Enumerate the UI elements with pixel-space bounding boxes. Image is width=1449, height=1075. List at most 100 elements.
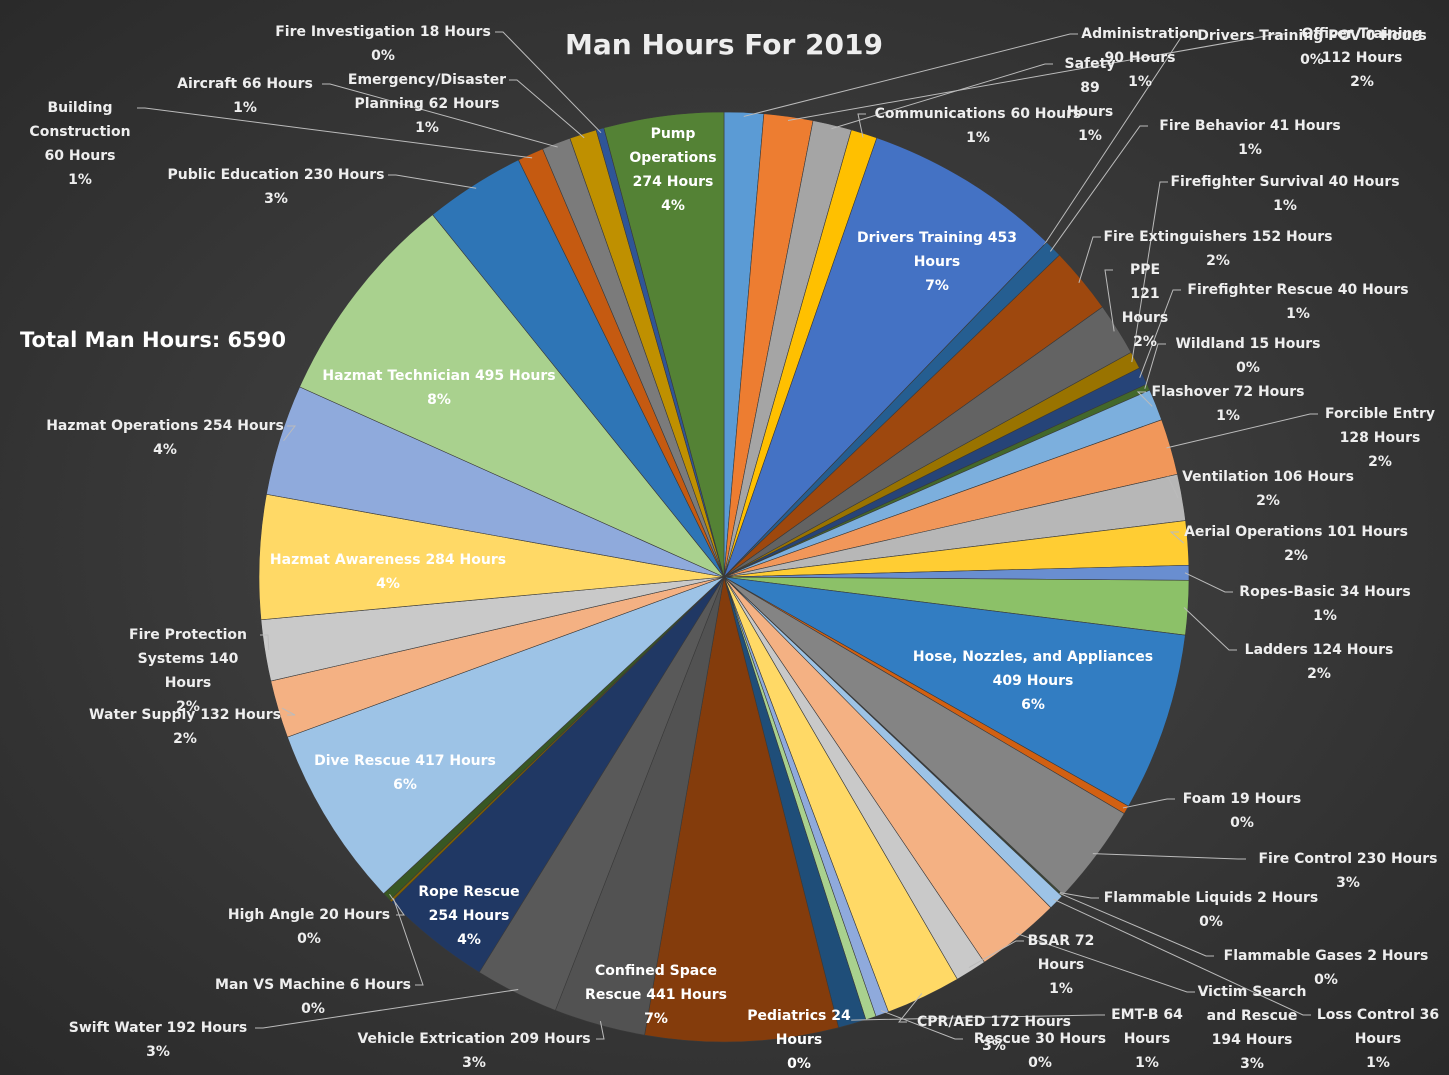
value-label: 0% (1314, 972, 1338, 988)
slice-label: Flammable Gases 2 Hours 0% (1216, 944, 1436, 992)
slice-label: High Angle 20 Hours 0% (224, 903, 394, 951)
value-label: 3% (462, 1055, 486, 1071)
category-label: Officer Training 112 Hours (1301, 26, 1423, 66)
category-label: Public Education 230 Hours (167, 167, 385, 183)
value-label: 4% (457, 932, 481, 948)
leader-line (1167, 476, 1179, 499)
category-label: Wildland 15 Hours (1175, 336, 1321, 352)
value-label: 2% (1256, 493, 1280, 509)
slice-label: Hazmat Awareness 284 Hours 4% (263, 548, 513, 596)
slice-label: Wildland 15 Hours 0% (1168, 332, 1328, 380)
value-label: 3% (146, 1044, 170, 1060)
category-label: Water Supply 132 Hours (89, 707, 281, 723)
category-label: Aircraft 66 Hours (177, 76, 313, 92)
pie-slice (299, 214, 725, 578)
leader-line (1136, 391, 1153, 407)
category-label: Pediatrics 24 Hours (747, 1008, 851, 1048)
slice-label: BSAR 72 Hours 1% (1026, 929, 1096, 1001)
leader-line (743, 33, 1078, 117)
category-label: Communications 60 Hours (874, 106, 1082, 122)
category-label: Drivers Training POV 0 Hours (1197, 28, 1427, 44)
category-label: Victim Search and Rescue 194 Hours (1197, 984, 1307, 1048)
leader-line (392, 898, 424, 986)
slice-label: Drivers Training 453 Hours 7% (852, 226, 1022, 298)
slice-label: Water Supply 132 Hours 2% (85, 703, 285, 751)
leader-line (281, 707, 296, 716)
leader-line (260, 634, 270, 650)
category-label: Foam 19 Hours (1182, 791, 1302, 807)
category-label: Hazmat Awareness 284 Hours (269, 552, 507, 568)
leader-line (1122, 798, 1175, 809)
category-label: Loss Control 36 Hours (1316, 1007, 1440, 1047)
category-label: Hose, Nozzles, and Appliances 409 Hours (912, 649, 1154, 689)
value-label: 1% (1216, 408, 1240, 424)
slice-label: Communications 60 Hours 1% (868, 102, 1088, 150)
value-label: 1% (1313, 608, 1337, 624)
value-label: 0% (301, 1001, 325, 1017)
value-label: 2% (1368, 454, 1392, 470)
category-label: Flammable Gases 2 Hours (1223, 948, 1429, 964)
category-label: Man VS Machine 6 Hours (215, 977, 411, 993)
category-label: Drivers Training 453 Hours (856, 230, 1018, 270)
category-label: Fire Behavior 41 Hours (1159, 118, 1341, 134)
slice-label: Firefighter Rescue 40 Hours 1% (1183, 278, 1413, 326)
value-label: 0% (1300, 52, 1324, 68)
category-label: Dive Rescue 417 Hours (314, 753, 496, 769)
slice-label: Fire Behavior 41 Hours 1% (1150, 114, 1350, 162)
value-label: 2% (173, 731, 197, 747)
leader-line (509, 79, 585, 139)
category-label: Ventilation 106 Hours (1182, 469, 1354, 485)
category-label: EMT-B 64 Hours (1111, 1007, 1183, 1047)
leader-line (283, 425, 297, 442)
leader-line (1053, 898, 1311, 1016)
slice-label: Ladders 124 Hours 2% (1239, 638, 1399, 686)
category-label: Firefighter Survival 40 Hours (1170, 174, 1400, 190)
leader-line (897, 993, 923, 1023)
slice-label: Forcible Entry 128 Hours 2% (1320, 402, 1440, 474)
slice-label: EMT-B 64 Hours 1% (1107, 1003, 1187, 1075)
pie-slice (287, 576, 725, 895)
slice-label: Firefighter Survival 40 Hours 1% (1170, 170, 1400, 218)
slice-label: Vehicle Extrication 209 Hours 3% (354, 1027, 594, 1075)
leader-line (968, 940, 1024, 969)
value-label: 1% (1238, 142, 1262, 158)
value-label: 1% (1128, 74, 1152, 90)
leader-line (1092, 853, 1246, 860)
value-label: 0% (1230, 815, 1254, 831)
category-label: Vehicle Extrication 209 Hours (357, 1031, 591, 1047)
category-label: Flashover 72 Hours (1151, 384, 1305, 400)
slice-label: Hose, Nozzles, and Appliances 409 Hours 6… (898, 645, 1168, 717)
slice-label: Officer Training 112 Hours 2% (1287, 22, 1437, 94)
leader-line (1144, 343, 1166, 389)
value-label: 1% (1078, 128, 1102, 144)
chart-title: Man Hours For 2019 (565, 28, 883, 61)
value-label: 6% (393, 777, 417, 793)
slice-label: Pump Operations 274 Hours 4% (623, 122, 723, 218)
category-label: High Angle 20 Hours (227, 907, 391, 923)
leader-line (857, 113, 866, 138)
category-label: Flammable Liquids 2 Hours (1103, 890, 1319, 906)
slice-label: Hazmat Technician 495 Hours 8% (319, 364, 559, 412)
value-label: 1% (1366, 1055, 1390, 1071)
value-label: 0% (787, 1056, 811, 1072)
value-label: 1% (1049, 981, 1073, 997)
slice-label: Swift Water 192 Hours 3% (63, 1016, 253, 1064)
category-label: Pump Operations 274 Hours (629, 126, 717, 190)
value-label: 1% (233, 100, 257, 116)
leader-line (1131, 181, 1168, 363)
slice-label: Fire Control 230 Hours 3% (1248, 847, 1448, 895)
value-label: 0% (1236, 360, 1260, 376)
leader-line (1078, 236, 1101, 283)
leader-line (596, 1021, 605, 1040)
leader-line (787, 33, 1285, 121)
value-label: 3% (1240, 1056, 1264, 1072)
category-label: Rescue 30 Hours (973, 1031, 1107, 1047)
value-label: 4% (376, 576, 400, 592)
slice-label: Ventilation 106 Hours 2% (1178, 465, 1358, 513)
leader-line (1166, 413, 1318, 449)
leader-line (137, 107, 533, 159)
slice-label: Safety 89 Hours 1% (1055, 52, 1125, 148)
